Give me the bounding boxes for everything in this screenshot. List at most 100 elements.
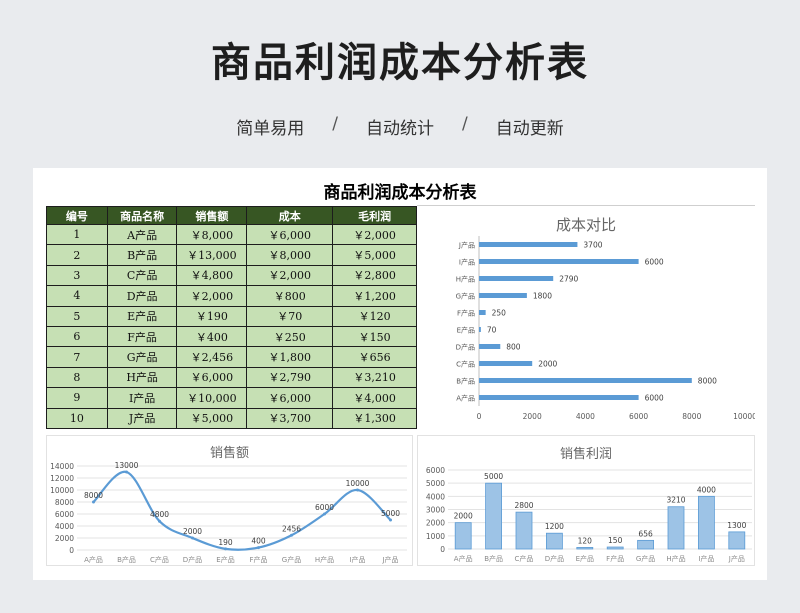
tick-label: 8000	[55, 498, 74, 507]
tick-label: 8000	[682, 412, 701, 421]
tick-label: 5000	[426, 479, 445, 488]
table-cell[interactable]: ￥400	[176, 325, 248, 348]
table-cell[interactable]: ￥190	[176, 305, 248, 327]
table-cell[interactable]: H产品	[106, 366, 178, 389]
table-cell[interactable]: 10	[46, 407, 108, 429]
table-cell[interactable]: ￥3,700	[246, 407, 334, 429]
table-row: 7 G产品 ￥2,456 ￥1,800 ￥656	[46, 346, 417, 368]
table-cell[interactable]: G产品	[106, 346, 178, 368]
table-cell[interactable]: A产品	[106, 223, 178, 246]
table-cell[interactable]: ￥3,210	[332, 366, 417, 389]
data-point	[224, 547, 227, 551]
table-cell[interactable]: ￥4,000	[332, 387, 417, 409]
data-label: 120	[578, 536, 593, 545]
table-cell[interactable]: C产品	[106, 264, 178, 287]
table-cell[interactable]: J产品	[106, 407, 178, 429]
category-label: I产品	[349, 555, 365, 564]
tick-label: 2000	[426, 519, 445, 528]
table-cell[interactable]: 2	[46, 244, 108, 266]
page-title: 商品利润成本分析表	[211, 40, 589, 86]
bar	[479, 293, 527, 298]
column-header[interactable]: 毛利润	[332, 206, 417, 225]
category-label: J产品	[381, 555, 398, 564]
table-cell[interactable]: 5	[46, 305, 108, 327]
table-cell[interactable]: D产品	[106, 285, 178, 307]
category-label: E产品	[216, 555, 234, 564]
profit-column-chart-svg: 0 1000 2000 3000 4000 5000 6000 2000 A产品 5000 B产品 2…	[426, 466, 752, 563]
table-cell[interactable]: 3	[46, 264, 108, 287]
data-point	[191, 536, 194, 540]
table-cell[interactable]: ￥150	[332, 325, 417, 348]
table-cell[interactable]: ￥8,000	[176, 223, 248, 246]
data-label: 8000	[84, 491, 103, 500]
table-cell[interactable]: ￥6,000	[246, 223, 334, 246]
table-cell[interactable]: ￥2,790	[246, 366, 334, 389]
data-point	[158, 519, 161, 523]
table-cell[interactable]: 8	[46, 366, 108, 389]
table-cell[interactable]: ￥120	[332, 305, 417, 327]
tick-label: 10000	[50, 486, 74, 495]
table-cell[interactable]: 7	[46, 346, 108, 368]
data-point	[290, 533, 293, 537]
bar	[485, 482, 502, 550]
data-label: 6000	[645, 394, 664, 403]
column-header[interactable]: 编号	[46, 206, 108, 225]
table-cell[interactable]: ￥5,000	[332, 244, 417, 266]
bar	[479, 276, 554, 281]
data-point	[323, 512, 326, 516]
data-label: 2456	[282, 524, 301, 533]
table-cell[interactable]: 6	[46, 325, 108, 348]
column-header[interactable]: 销售额	[176, 206, 248, 225]
category-label: G产品	[636, 554, 655, 563]
table-cell[interactable]: B产品	[106, 244, 178, 266]
table-cell[interactable]: ￥2,000	[332, 223, 417, 246]
table-cell[interactable]: I产品	[106, 387, 178, 409]
category-label: I产品	[698, 554, 714, 563]
table-cell[interactable]: ￥800	[246, 285, 334, 307]
data-label: 4000	[697, 485, 716, 494]
table-cell[interactable]: ￥6,000	[246, 387, 334, 409]
table-cell[interactable]: ￥4,800	[176, 264, 248, 287]
tick-label: 6000	[426, 466, 445, 475]
table-cell[interactable]: ￥70	[246, 305, 334, 327]
table-cell[interactable]: ￥5,000	[176, 407, 248, 429]
table-cell[interactable]: ￥2,800	[332, 264, 417, 287]
bar	[515, 511, 533, 550]
bar	[479, 361, 533, 366]
bar	[479, 327, 481, 332]
table-row: 6 F产品 ￥400 ￥250 ￥150	[46, 325, 417, 348]
table-cell[interactable]: ￥2,456	[176, 346, 248, 368]
column-header[interactable]: 商品名称	[106, 206, 178, 225]
table-row: 9 I产品 ￥10,000 ￥6,000 ￥4,000	[46, 387, 417, 409]
data-label: 2790	[559, 275, 578, 284]
table-row: 2 B产品 ￥13,000 ￥8,000 ￥5,000	[46, 244, 417, 266]
data-label: 656	[638, 529, 653, 538]
table-cell[interactable]: 4	[46, 285, 108, 307]
table-cell[interactable]: ￥10,000	[176, 387, 248, 409]
data-label: 1300	[727, 521, 746, 530]
column-header[interactable]: 成本	[246, 206, 334, 225]
table-cell[interactable]: F产品	[106, 325, 178, 348]
table-cell[interactable]: ￥656	[332, 346, 417, 368]
table-cell[interactable]: 1	[46, 223, 108, 246]
table-cell[interactable]: ￥2,000	[246, 264, 334, 287]
sales-line-chart-svg: 0 2000 4000 6000 8000 10000 12000 14000 8000 A产品 1…	[50, 461, 407, 564]
bar	[606, 546, 624, 550]
table-cell[interactable]: ￥6,000	[176, 366, 248, 389]
bar	[479, 378, 692, 383]
data-label: 70	[487, 326, 497, 335]
data-label: 800	[506, 343, 521, 352]
data-label: 1200	[545, 522, 564, 531]
subtitle-separator: /	[332, 114, 338, 134]
table-cell[interactable]: ￥8,000	[246, 244, 334, 266]
table-cell[interactable]: E产品	[106, 305, 178, 327]
table-cell[interactable]: ￥13,000	[176, 244, 248, 266]
table-cell[interactable]: ￥1,800	[246, 346, 334, 368]
table-cell[interactable]: ￥1,300	[332, 407, 417, 429]
table-cell[interactable]: 9	[46, 387, 108, 409]
category-label: B产品	[456, 377, 475, 386]
category-label: A产品	[84, 555, 103, 564]
table-cell[interactable]: ￥1,200	[332, 285, 417, 307]
table-cell[interactable]: ￥250	[246, 325, 334, 348]
table-cell[interactable]: ￥2,000	[176, 285, 248, 307]
